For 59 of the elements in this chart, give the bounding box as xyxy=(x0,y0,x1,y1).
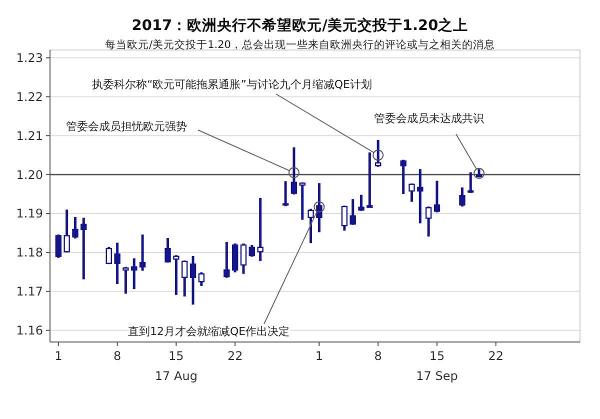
chart-title: 2017：欧洲央行不希望欧元/美元交投于1.20之上 xyxy=(132,16,468,34)
candlestick xyxy=(55,233,62,260)
annotation: 直到12月才会就缩减QE作出决定 xyxy=(128,325,290,338)
candlestick xyxy=(131,257,138,290)
candlestick xyxy=(417,168,424,225)
y-tick-label: 1.17 xyxy=(16,284,43,299)
candlestick xyxy=(139,233,146,272)
y-tick-label: 1.16 xyxy=(16,324,43,338)
x-tick-label: 15 xyxy=(168,349,184,363)
annotation: 管委会成员担忧欧元强势 xyxy=(66,120,187,133)
candlestick xyxy=(173,254,180,296)
x-tick-label: 1 xyxy=(54,349,62,363)
candlestick xyxy=(308,208,314,244)
x-tick-label: 22 xyxy=(227,349,243,363)
candlestick xyxy=(341,204,348,232)
y-tick-label: 1.19 xyxy=(16,206,43,221)
x-tick-label: 15 xyxy=(429,349,445,363)
candlestick xyxy=(434,180,440,214)
candlestick xyxy=(72,216,78,240)
candlestick xyxy=(290,146,298,196)
x-tick-label: 1 xyxy=(315,349,324,363)
candlestick xyxy=(408,182,415,204)
candlestick xyxy=(257,196,264,262)
candlestick xyxy=(114,241,120,286)
candlestick xyxy=(198,271,205,288)
candlestick xyxy=(468,171,474,194)
candlestick xyxy=(425,205,432,238)
candlestick xyxy=(80,216,87,281)
y-tick-label: 1.20 xyxy=(16,168,43,182)
candlestick xyxy=(240,242,247,276)
candlestick xyxy=(282,180,289,208)
text: 17 Sep xyxy=(416,369,458,383)
candlestick xyxy=(366,151,373,209)
candlestick xyxy=(106,246,112,266)
candlestick xyxy=(350,198,356,226)
candlestick xyxy=(358,194,364,212)
text: 17 Aug xyxy=(154,369,198,383)
x-tick-label: 8 xyxy=(374,349,382,363)
candlestick xyxy=(316,182,322,234)
y-tick-label: 1.18 xyxy=(16,246,43,260)
annotation: 管委会成员未达成共识 xyxy=(374,112,484,125)
chart-subtitle: 每当欧元/美元交投于1.20，总会出现一些来自欧洲央行的评论或与之相关的消息 xyxy=(105,38,495,51)
annotation: 执委科尔称“欧元可能拖累通胀”与讨论九个月缩减QE计划 xyxy=(92,78,372,91)
candlestick xyxy=(248,244,256,258)
y-tick-label: 1.22 xyxy=(16,90,43,104)
candlestick xyxy=(122,266,129,295)
candlestick xyxy=(400,158,406,196)
candlestick xyxy=(64,208,70,254)
y-tick-label: 1.21 xyxy=(16,128,43,143)
x-tick-label: 22 xyxy=(488,349,504,363)
candlestick xyxy=(459,186,466,208)
candlestick xyxy=(374,138,382,168)
candlestick xyxy=(164,236,171,264)
candlestick xyxy=(182,259,188,298)
candlestick xyxy=(224,240,230,280)
x-tick-label: 8 xyxy=(113,349,122,363)
candlestick xyxy=(190,254,196,306)
candlestick xyxy=(299,181,306,221)
y-tick-label: 1.23 xyxy=(16,50,43,65)
